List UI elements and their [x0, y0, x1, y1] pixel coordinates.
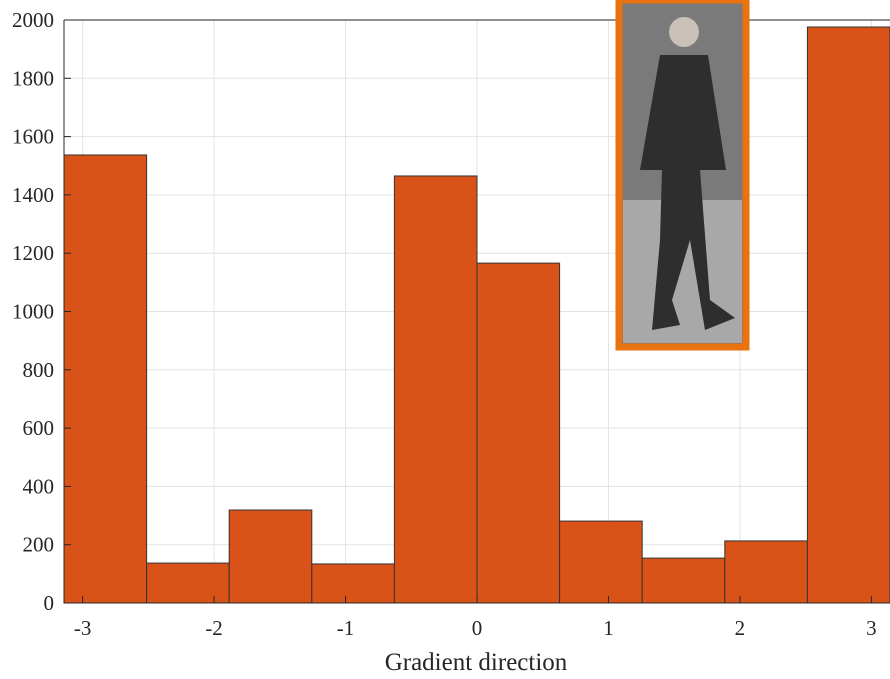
y-tick-label: 1200 [12, 241, 54, 265]
photo-head [669, 17, 699, 47]
y-tick-label: 1000 [12, 300, 54, 324]
bar [147, 563, 230, 603]
x-tick-label: -1 [337, 616, 355, 640]
y-tick-label: 400 [23, 474, 55, 498]
x-tick-label: 0 [472, 616, 483, 640]
chart: 0 200 400 600 800 1000 1200 1400 1600 1800 2000 -3 -… [0, 0, 890, 674]
x-tick-label: -2 [205, 616, 223, 640]
x-tick-label: -3 [74, 616, 92, 640]
bar [312, 564, 395, 603]
bar [725, 541, 808, 603]
bar [64, 155, 147, 603]
y-tick-label: 200 [23, 533, 55, 557]
y-tick-label: 600 [23, 416, 55, 440]
y-tick-label: 2000 [12, 8, 54, 32]
y-tick-label: 0 [44, 591, 55, 615]
y-tick-label: 1400 [12, 183, 54, 207]
page: {"chart_data": {"type": "histogram", "xl… [0, 0, 890, 674]
bar [560, 521, 643, 603]
bar [477, 263, 560, 603]
x-axis-label: Gradient direction [385, 649, 568, 674]
bar [394, 176, 477, 603]
y-tick-label: 1800 [12, 66, 54, 90]
bar [229, 510, 312, 603]
inset-photo [619, 0, 746, 347]
x-tick-label: 1 [603, 616, 614, 640]
y-tick-label: 1600 [12, 125, 54, 149]
x-tick-label: 3 [866, 616, 877, 640]
y-tick-label: 800 [23, 358, 55, 382]
bar [807, 27, 890, 603]
x-tick-label: 2 [735, 616, 746, 640]
bar [642, 558, 725, 603]
